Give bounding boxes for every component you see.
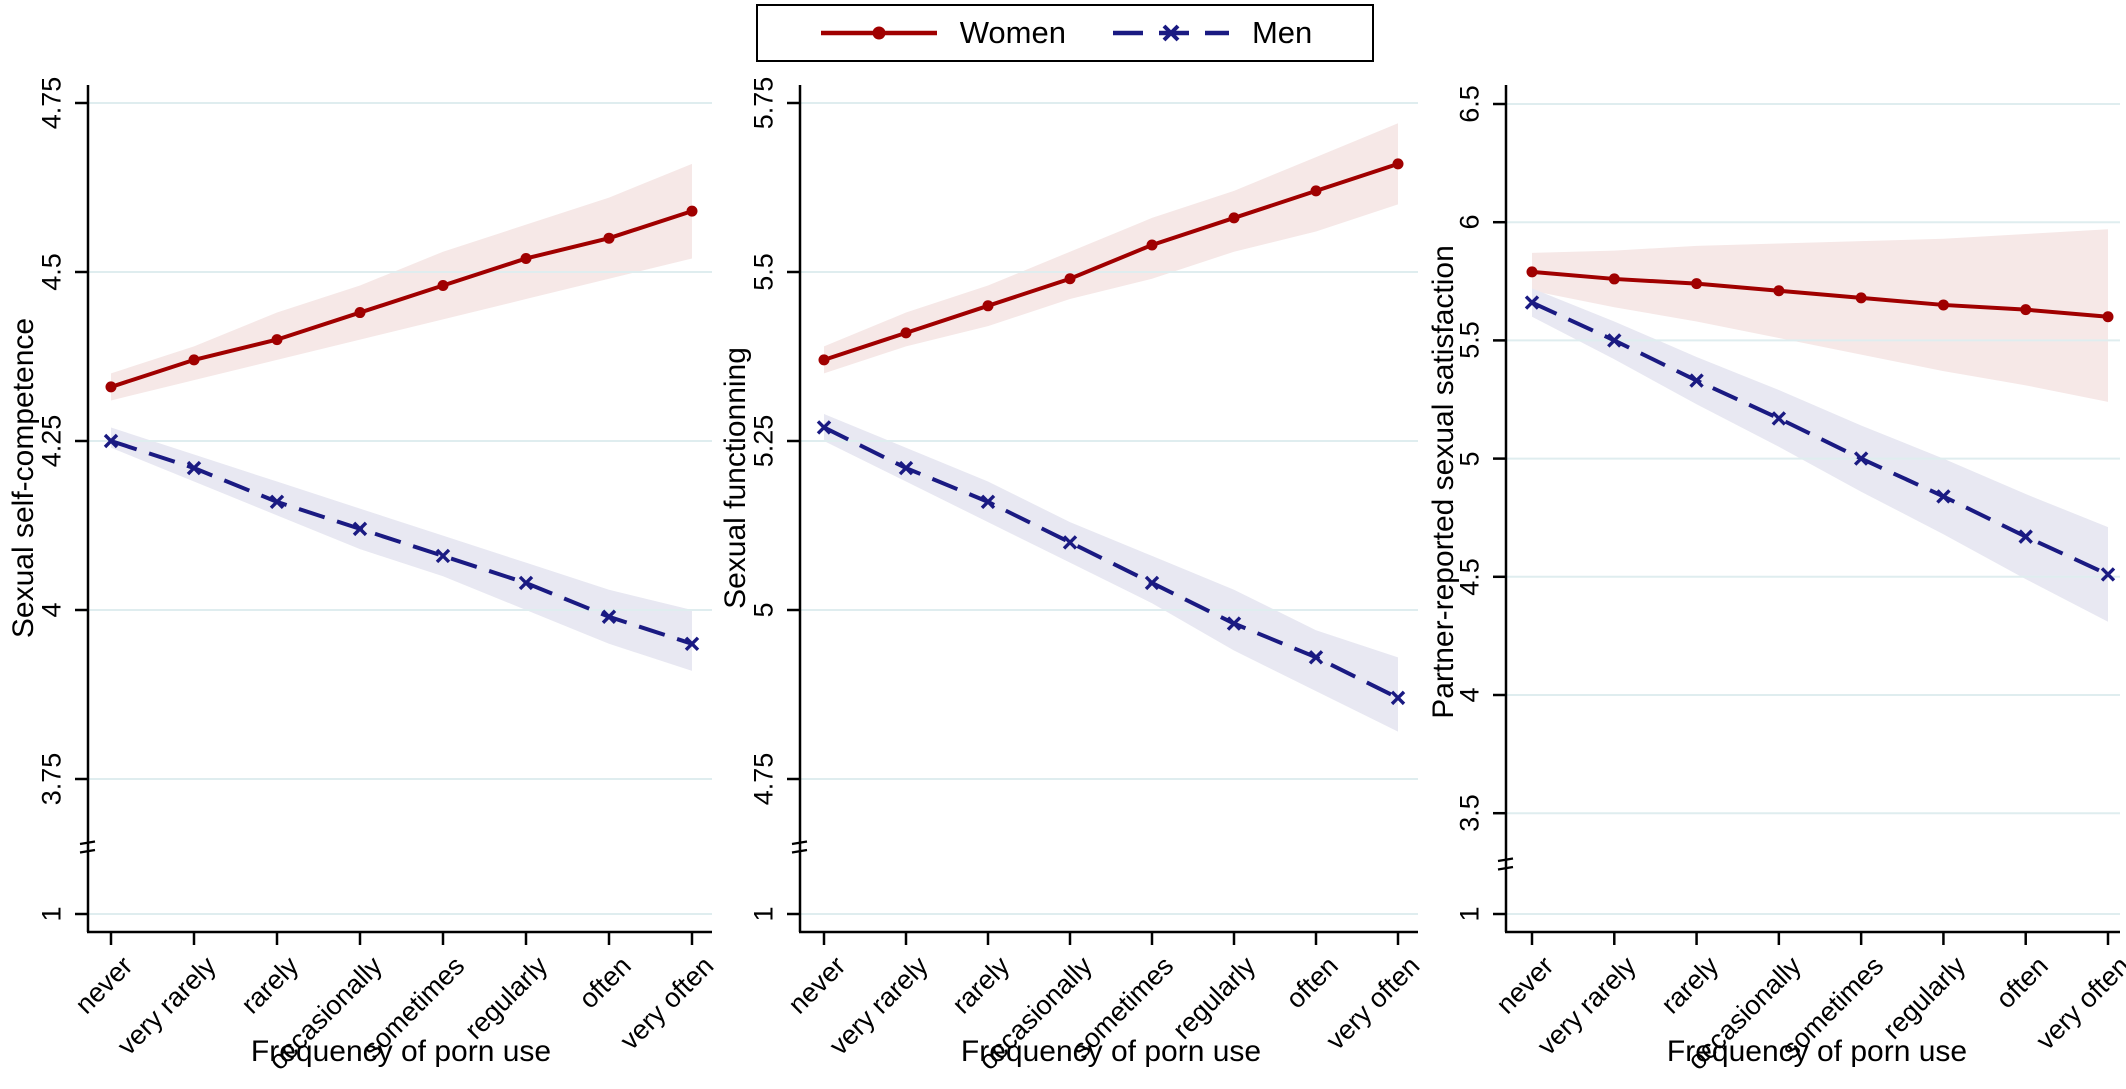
y-tick-label: 5 bbox=[748, 602, 779, 618]
y-axis-title-partner-satisfaction: Partner-reported sexual satisfaction bbox=[1427, 245, 1460, 719]
women-marker bbox=[271, 334, 283, 346]
women-marker bbox=[1392, 158, 1404, 170]
y-tick-label: 6 bbox=[1454, 214, 1485, 230]
x-axis-title-2: Frequency of porn use bbox=[960, 1035, 1262, 1068]
women-marker bbox=[437, 280, 449, 292]
y-tick-label: 1 bbox=[1454, 906, 1485, 922]
men-marker bbox=[518, 575, 534, 591]
women-marker bbox=[818, 354, 830, 366]
legend-item-men: Men bbox=[1110, 15, 1312, 51]
x-axis-title-3: Frequency of porn use bbox=[1666, 1035, 1968, 1068]
men-line bbox=[1531, 300, 2109, 577]
women-line-sample bbox=[820, 26, 937, 40]
y-tick-label: 3.75 bbox=[36, 752, 67, 806]
men-marker bbox=[1689, 373, 1704, 388]
axis-break-mark bbox=[1497, 865, 1514, 871]
women-marker bbox=[1146, 239, 1158, 251]
y-tick-label: 3.5 bbox=[1454, 794, 1485, 832]
women-marker bbox=[603, 232, 615, 244]
women-marker bbox=[982, 300, 994, 312]
y-tick-label: 5.75 bbox=[748, 76, 779, 130]
women-marker bbox=[1064, 273, 1076, 285]
women-marker bbox=[354, 307, 366, 319]
men-marker bbox=[435, 548, 451, 564]
y-tick-label: 1 bbox=[748, 906, 779, 922]
men-marker bbox=[1524, 295, 1540, 310]
y-tick-label: 4.25 bbox=[36, 414, 67, 468]
women-marker bbox=[1310, 185, 1322, 197]
women-marker bbox=[2020, 304, 2032, 316]
women-marker bbox=[1855, 292, 1867, 304]
men-line bbox=[823, 425, 1399, 700]
y-axis-title-self-competence: Sexual self-competence bbox=[7, 317, 40, 639]
men-marker bbox=[269, 494, 285, 510]
men-marker bbox=[186, 460, 202, 476]
axis-break-mark bbox=[79, 840, 96, 846]
men-marker bbox=[816, 420, 832, 435]
men-marker bbox=[980, 494, 996, 510]
women-line bbox=[823, 161, 1399, 362]
women-marker bbox=[188, 354, 200, 366]
women-ci-band bbox=[1532, 229, 2108, 402]
legend-label-men: Men bbox=[1251, 15, 1313, 50]
women-marker bbox=[686, 205, 698, 217]
women-marker bbox=[105, 381, 117, 393]
men-marker bbox=[2100, 567, 2116, 582]
men-marker bbox=[1853, 451, 1869, 466]
y-tick-label: 4 bbox=[36, 602, 67, 618]
men-marker bbox=[1771, 411, 1787, 426]
men-line bbox=[110, 439, 693, 646]
y-tick-label: 4.75 bbox=[748, 752, 779, 806]
women-marker bbox=[1228, 212, 1240, 224]
y-tick-label: 6.5 bbox=[1454, 85, 1485, 123]
men-marker bbox=[898, 460, 914, 476]
men-marker bbox=[601, 609, 617, 624]
men-ci-band bbox=[824, 413, 1398, 732]
men-marker bbox=[2018, 529, 2033, 544]
women-marker bbox=[900, 327, 912, 339]
y-axis-title-functioning: Sexual functionning bbox=[719, 347, 752, 609]
men-marker bbox=[103, 433, 119, 449]
women-line bbox=[110, 209, 693, 389]
women-marker bbox=[1691, 278, 1703, 290]
axis-break-mark bbox=[1497, 857, 1514, 863]
women-line bbox=[1531, 269, 2109, 319]
x-axis-title-1: Frequency of porn use bbox=[250, 1035, 552, 1068]
men-marker bbox=[1226, 616, 1242, 631]
men-marker bbox=[1607, 333, 1622, 348]
axis-break-mark bbox=[79, 848, 96, 854]
axis-break-mark bbox=[791, 840, 808, 846]
y-tick-label: 4.5 bbox=[36, 253, 67, 291]
y-tick-label: 1 bbox=[36, 906, 67, 922]
men-marker bbox=[1062, 535, 1078, 550]
women-marker bbox=[2102, 311, 2114, 323]
legend: Women Men bbox=[756, 4, 1374, 62]
women-ci-band bbox=[111, 163, 692, 401]
men-marker bbox=[1390, 690, 1406, 706]
y-tick-label: 5.5 bbox=[748, 253, 779, 291]
axis-break-mark bbox=[791, 848, 808, 854]
women-marker bbox=[1773, 285, 1785, 297]
y-tick-label: 4.75 bbox=[36, 76, 67, 130]
men-ci-band bbox=[1532, 288, 2108, 622]
women-marker bbox=[1937, 299, 1949, 311]
men-marker bbox=[1936, 489, 1951, 504]
men-line-sample bbox=[1112, 24, 1229, 42]
y-tick-label: 5.25 bbox=[748, 414, 779, 468]
men-marker bbox=[1308, 650, 1324, 665]
legend-label-women: Women bbox=[959, 15, 1066, 50]
women-marker bbox=[1526, 266, 1538, 278]
women-marker bbox=[520, 252, 532, 264]
men-marker bbox=[352, 521, 368, 537]
men-marker bbox=[1144, 575, 1160, 591]
men-marker bbox=[684, 636, 700, 652]
women-marker bbox=[1608, 273, 1620, 285]
legend-item-women: Women bbox=[818, 15, 1066, 51]
